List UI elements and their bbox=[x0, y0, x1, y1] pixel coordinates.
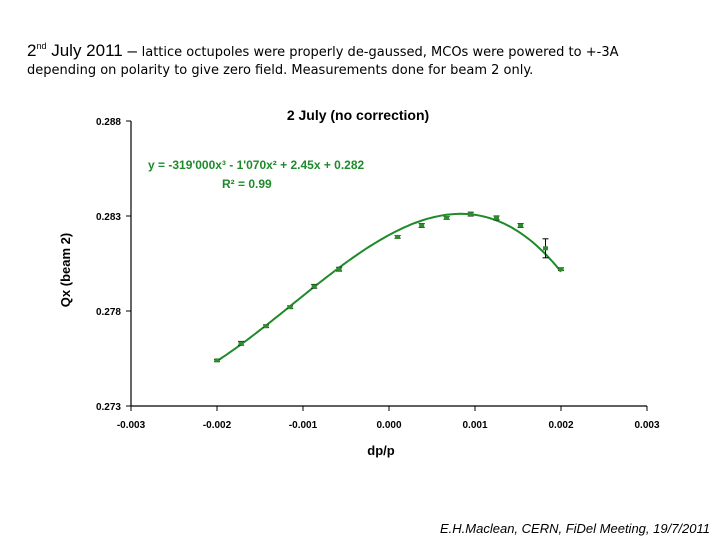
y-tick-label: 0.288 bbox=[96, 117, 121, 128]
title-date: 2nd July 2011 – bbox=[27, 41, 142, 60]
data-point bbox=[394, 234, 401, 239]
point-marker bbox=[518, 223, 524, 228]
data-point bbox=[542, 238, 549, 259]
point-marker bbox=[238, 341, 244, 346]
y-axis-label: Qx (beam 2) bbox=[58, 233, 73, 307]
fit-r2: R² = 0.99 bbox=[222, 177, 272, 191]
data-point bbox=[214, 358, 220, 363]
point-marker bbox=[543, 246, 549, 251]
point-marker bbox=[558, 267, 564, 272]
point-marker bbox=[494, 215, 499, 220]
point-marker bbox=[419, 223, 425, 228]
y-tick-label: 0.278 bbox=[96, 307, 121, 318]
title-line2: depending on polarity to give zero field… bbox=[27, 63, 534, 78]
title-date-rest: July 2011 – bbox=[46, 41, 142, 60]
data-point bbox=[467, 211, 474, 217]
point-marker bbox=[311, 284, 317, 289]
point-marker bbox=[263, 324, 269, 329]
data-point bbox=[493, 215, 500, 221]
data-point bbox=[558, 267, 564, 272]
data-point bbox=[336, 266, 343, 272]
fit-equation: y = -319'000x³ - 1'070x² + 2.45x + 0.282 bbox=[148, 158, 365, 172]
x-tick-label: -0.003 bbox=[117, 420, 146, 431]
data-point bbox=[238, 340, 245, 346]
title-date-day: 2 bbox=[27, 41, 37, 60]
fit-curve bbox=[216, 212, 562, 362]
point-marker bbox=[214, 358, 220, 363]
data-point bbox=[311, 283, 318, 289]
y-tick-label: 0.283 bbox=[96, 212, 121, 223]
point-marker bbox=[287, 305, 293, 310]
point-marker bbox=[444, 215, 450, 220]
x-tick-label: 0.000 bbox=[376, 420, 401, 431]
footer-credit: E.H.Maclean, CERN, FiDel Meeting, 19/7/2… bbox=[440, 521, 710, 536]
x-tick-label: -0.002 bbox=[203, 420, 232, 431]
slide-title: 2nd July 2011 – lattice octupoles were p… bbox=[27, 31, 707, 78]
point-marker bbox=[395, 234, 401, 239]
chart-title: 2 July (no correction) bbox=[287, 107, 429, 123]
data-points bbox=[214, 211, 564, 363]
x-tick-label: 0.003 bbox=[634, 420, 659, 431]
x-axis-label: dp/p bbox=[367, 443, 394, 458]
point-marker bbox=[468, 212, 474, 217]
title-text: lattice octupoles were properly de-gauss… bbox=[141, 45, 619, 60]
data-point bbox=[517, 223, 524, 228]
data-point bbox=[418, 223, 425, 228]
x-tick-label: 0.002 bbox=[548, 420, 573, 431]
data-point bbox=[443, 215, 450, 220]
data-point bbox=[263, 324, 270, 329]
x-axis: -0.003 -0.002 -0.001 0.000 0.001 0.002 0.003 bbox=[117, 405, 660, 431]
y-tick-label: 0.273 bbox=[96, 402, 121, 413]
point-marker bbox=[336, 267, 342, 272]
data-point bbox=[287, 305, 294, 310]
y-axis: 0.273 0.278 0.283 0.288 bbox=[96, 117, 132, 413]
x-tick-label: -0.001 bbox=[289, 420, 318, 431]
x-tick-label: 0.001 bbox=[462, 420, 487, 431]
title-date-sup: nd bbox=[36, 41, 47, 51]
